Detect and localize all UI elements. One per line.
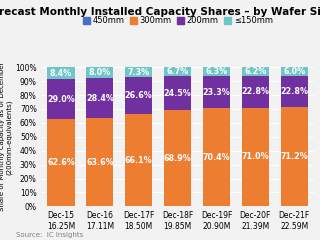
Bar bbox=[164, 110, 191, 206]
Text: 6.0%: 6.0% bbox=[283, 67, 305, 76]
Text: 23.3%: 23.3% bbox=[203, 88, 230, 97]
Text: 24.5%: 24.5% bbox=[164, 89, 191, 98]
Bar bbox=[47, 119, 75, 206]
Bar bbox=[203, 76, 230, 108]
Legend: 450mm, 300mm, 200mm, ≤150mm: 450mm, 300mm, 200mm, ≤150mm bbox=[79, 13, 276, 29]
Text: 29.0%: 29.0% bbox=[47, 95, 75, 104]
Bar bbox=[281, 107, 308, 206]
Text: 62.6%: 62.6% bbox=[47, 158, 75, 167]
Y-axis label: Share of Monthly Capacity as of December
(200mm-equivalents): Share of Monthly Capacity as of December… bbox=[0, 62, 12, 211]
Text: 70.4%: 70.4% bbox=[203, 153, 230, 162]
Bar bbox=[203, 108, 230, 206]
Bar bbox=[125, 77, 152, 114]
Text: Source:  IC Insights: Source: IC Insights bbox=[16, 232, 83, 238]
Text: Forecast Monthly Installed Capacity Shares – by Wafer Size: Forecast Monthly Installed Capacity Shar… bbox=[0, 7, 320, 17]
Bar bbox=[242, 108, 269, 206]
Text: 6.3%: 6.3% bbox=[205, 67, 228, 76]
Bar bbox=[47, 67, 75, 79]
Bar bbox=[242, 67, 269, 76]
Bar bbox=[203, 67, 230, 76]
Text: 22.8%: 22.8% bbox=[280, 87, 308, 96]
Bar bbox=[281, 76, 308, 107]
Text: 26.6%: 26.6% bbox=[125, 91, 153, 100]
Bar bbox=[86, 78, 114, 118]
Bar bbox=[164, 67, 191, 76]
Bar bbox=[242, 76, 269, 108]
Text: 66.1%: 66.1% bbox=[125, 156, 153, 165]
Bar bbox=[125, 67, 152, 77]
Text: 68.9%: 68.9% bbox=[164, 154, 191, 163]
Text: 71.0%: 71.0% bbox=[242, 152, 269, 162]
Text: 6.2%: 6.2% bbox=[244, 67, 267, 76]
Text: 6.7%: 6.7% bbox=[166, 67, 189, 76]
Text: 22.8%: 22.8% bbox=[241, 87, 269, 96]
Bar bbox=[47, 79, 75, 119]
Text: 71.2%: 71.2% bbox=[280, 152, 308, 161]
Text: 28.4%: 28.4% bbox=[86, 94, 114, 103]
Bar bbox=[164, 76, 191, 110]
Text: 8.4%: 8.4% bbox=[50, 69, 72, 78]
Bar bbox=[86, 118, 114, 206]
Bar bbox=[86, 67, 114, 78]
Text: 63.6%: 63.6% bbox=[86, 158, 114, 167]
Text: 8.0%: 8.0% bbox=[89, 68, 111, 77]
Text: 7.3%: 7.3% bbox=[128, 68, 150, 77]
Bar bbox=[125, 114, 152, 206]
Bar bbox=[281, 67, 308, 76]
